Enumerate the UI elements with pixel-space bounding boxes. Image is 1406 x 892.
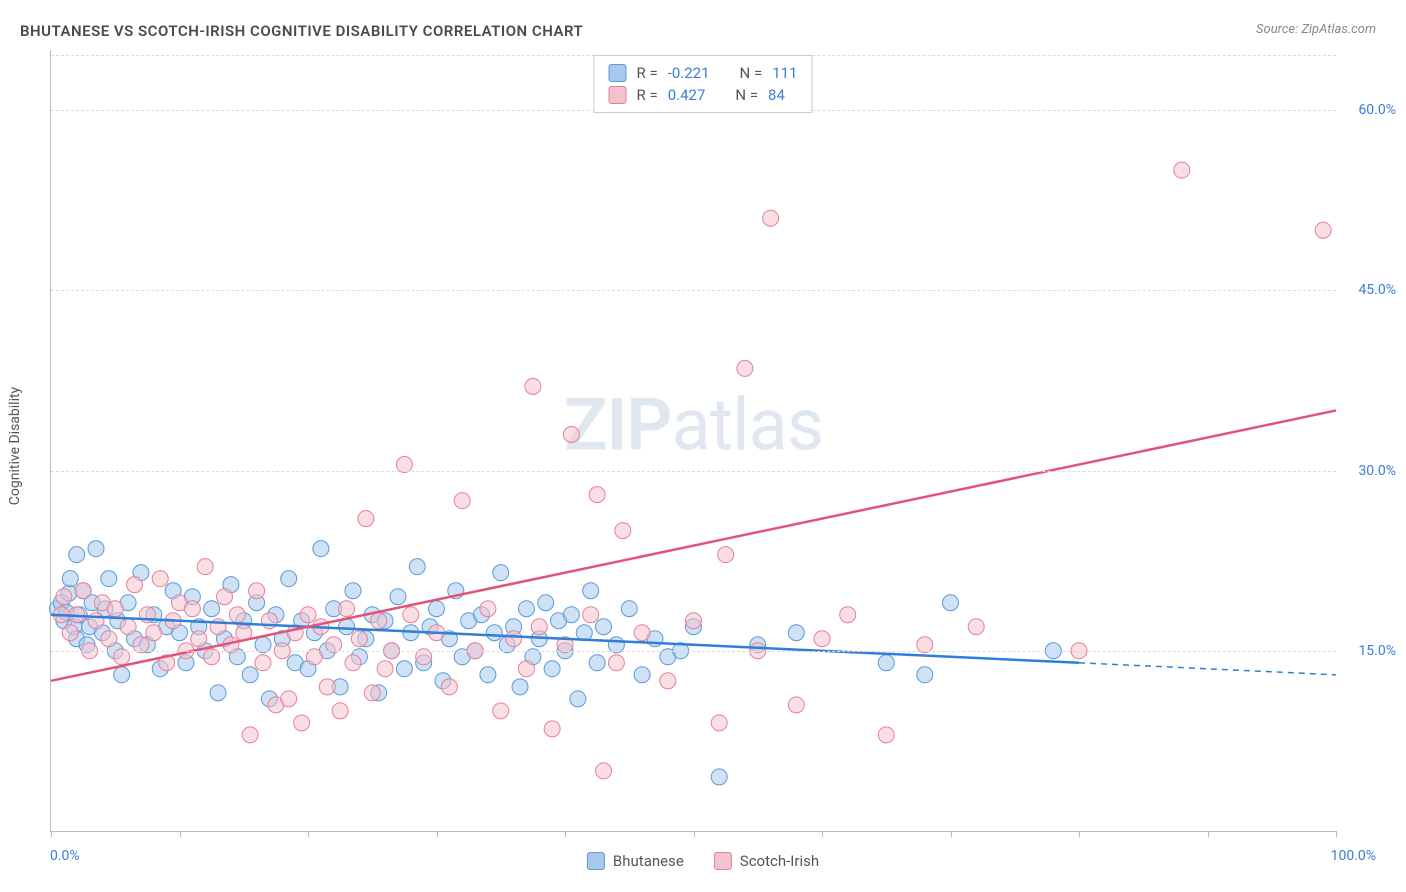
legend-correlation: R = -0.221 N = 111 R = 0.427 N = 84 xyxy=(594,55,813,113)
n-label-1: N = xyxy=(735,86,758,104)
y-tick-label: 45.0% xyxy=(1358,282,1396,298)
swatch-bhutanese-bottom xyxy=(587,852,605,870)
series-name-1: Scotch-Irish xyxy=(740,852,819,870)
swatch-bhutanese xyxy=(609,64,627,82)
series-name-0: Bhutanese xyxy=(613,852,684,870)
n-value-1: 84 xyxy=(768,86,785,104)
swatch-scotch-irish-bottom xyxy=(714,852,732,870)
legend-series: Bhutanese Scotch-Irish xyxy=(587,852,819,870)
source-name: ZipAtlas.com xyxy=(1301,22,1376,37)
x-axis-label-min: 0.0% xyxy=(50,848,80,864)
legend-item-scotch-irish: Scotch-Irish xyxy=(714,852,819,870)
r-value-0: -0.221 xyxy=(668,64,710,82)
legend-row-bhutanese: R = -0.221 N = 111 xyxy=(609,62,798,84)
r-label-0: R = xyxy=(637,64,658,82)
n-label-0: N = xyxy=(740,64,763,82)
y-axis-label: Cognitive Disability xyxy=(7,387,23,505)
x-axis-label-max: 100.0% xyxy=(1331,848,1376,864)
legend-row-scotch-irish: R = 0.427 N = 84 xyxy=(609,84,798,106)
legend-item-bhutanese: Bhutanese xyxy=(587,852,684,870)
r-value-1: 0.427 xyxy=(668,86,706,104)
n-value-0: 111 xyxy=(772,64,797,82)
plot-area: ZIPatlas 15.0%30.0%45.0%60.0% xyxy=(50,50,1336,832)
r-label-1: R = xyxy=(637,86,658,104)
y-tick-label: 60.0% xyxy=(1358,102,1396,118)
plot-svg xyxy=(51,50,1336,831)
chart-container: BHUTANESE VS SCOTCH-IRISH COGNITIVE DISA… xyxy=(0,0,1406,892)
y-tick-label: 30.0% xyxy=(1358,463,1396,479)
swatch-scotch-irish xyxy=(609,86,627,104)
chart-title: BHUTANESE VS SCOTCH-IRISH COGNITIVE DISA… xyxy=(20,22,583,40)
source-attribution: Source: ZipAtlas.com xyxy=(1256,22,1376,37)
y-tick-label: 15.0% xyxy=(1358,643,1396,659)
source-label: Source: xyxy=(1256,22,1301,37)
